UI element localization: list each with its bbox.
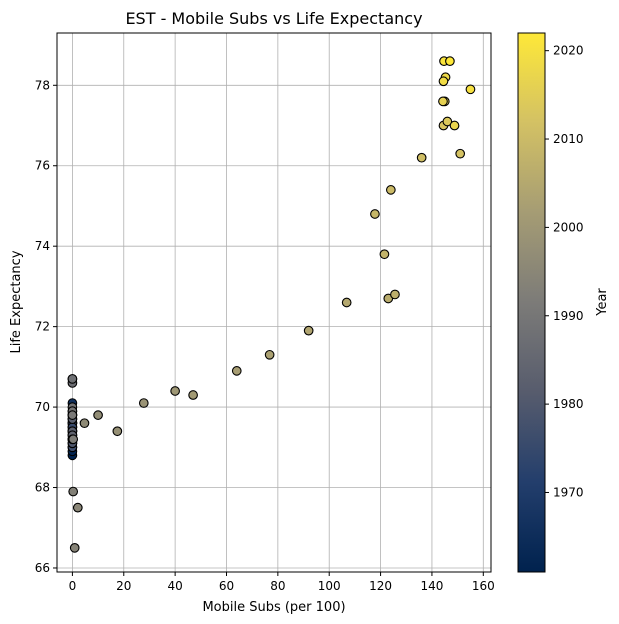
colorbar-ticks: 1970 1980 1990 2000 2010 2020 (545, 44, 584, 499)
data-point (231, 366, 242, 376)
y-tick-label: 66 (35, 561, 50, 575)
x-tick-label: 60 (219, 579, 234, 593)
colorbar-tick-label: 1970 (553, 485, 584, 499)
x-axis-label: Mobile Subs (per 100) (202, 600, 345, 615)
colorbar-tick-label: 2000 (553, 220, 584, 234)
data-point (72, 502, 83, 513)
data-point (170, 386, 180, 396)
grid-lines (57, 33, 491, 572)
data-points (67, 56, 476, 553)
x-tick-label: 20 (116, 579, 131, 593)
data-point (416, 152, 427, 163)
y-tick-label: 76 (35, 159, 50, 173)
x-tick-label: 100 (318, 579, 341, 593)
y-tick-label: 74 (35, 239, 50, 253)
data-point (68, 486, 79, 497)
y-axis-label: Life Expectancy (9, 250, 24, 353)
y-tick-label: 68 (35, 481, 50, 495)
data-point (79, 418, 90, 429)
data-point (455, 148, 466, 159)
data-point (264, 349, 275, 360)
data-point (390, 289, 400, 300)
data-point (93, 410, 103, 420)
data-point (438, 96, 448, 107)
data-point (112, 426, 123, 437)
x-tick-label: 140 (420, 579, 443, 593)
data-point (188, 390, 198, 400)
colorbar-label: Year (595, 288, 610, 317)
chart-title: EST - Mobile Subs vs Life Expectancy (125, 9, 422, 28)
y-tick-label: 72 (35, 320, 50, 334)
data-point (385, 185, 396, 195)
data-point (341, 297, 352, 308)
x-tick-label: 80 (270, 579, 285, 593)
y-axis-ticks: 66 68 70 72 74 76 78 (35, 78, 57, 575)
data-point (442, 116, 453, 127)
data-point (68, 434, 79, 445)
data-point (67, 410, 78, 420)
x-tick-label: 40 (167, 579, 182, 593)
x-tick-label: 0 (69, 579, 77, 593)
data-point (370, 209, 380, 219)
data-point (138, 398, 149, 408)
y-tick-label: 78 (35, 78, 50, 92)
colorbar-tick-label: 1980 (553, 397, 584, 411)
data-point (465, 84, 476, 95)
data-point (438, 76, 449, 87)
data-point (379, 249, 390, 260)
x-tick-label: 160 (472, 579, 495, 593)
x-axis-ticks: 0 20 40 60 80 100 120 140 160 (69, 572, 495, 593)
x-tick-label: 120 (369, 579, 392, 593)
colorbar-tick-label: 2010 (553, 132, 584, 146)
data-point (67, 374, 78, 384)
colorbar-tick-label: 2020 (553, 44, 584, 58)
colorbar (517, 32, 546, 573)
data-point (449, 120, 460, 131)
colorbar-tick-label: 1990 (553, 309, 584, 323)
y-tick-label: 70 (35, 400, 50, 414)
plot-area-frame (56, 32, 492, 573)
data-point (303, 325, 314, 336)
data-point (445, 56, 455, 67)
data-point (69, 543, 80, 553)
